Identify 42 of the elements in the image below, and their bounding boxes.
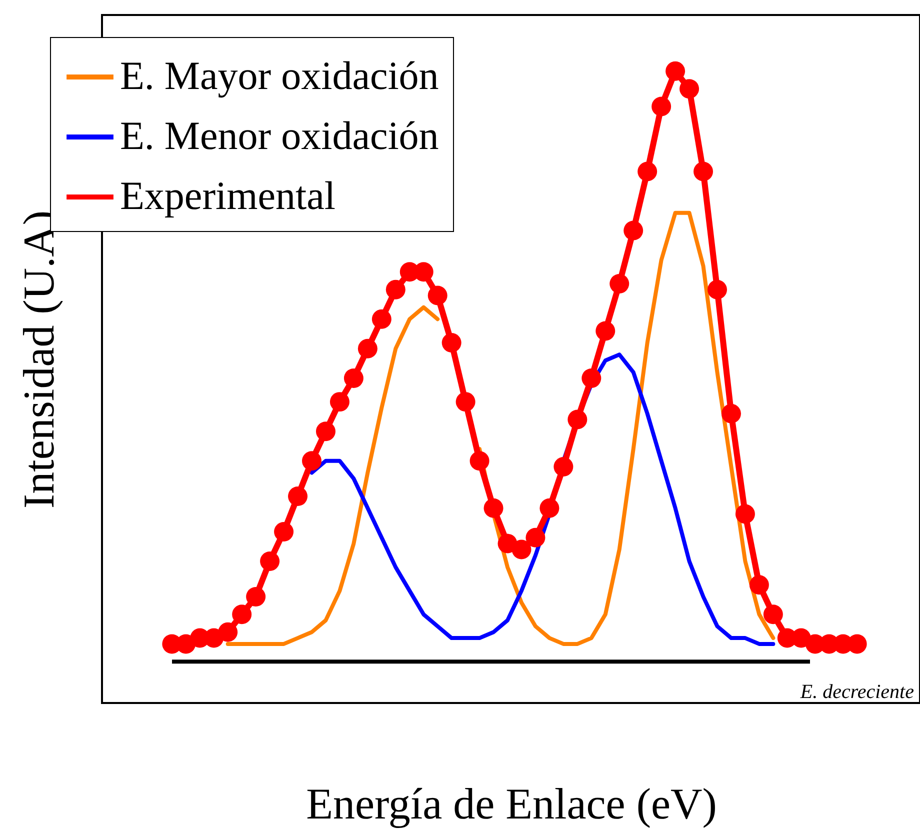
point: [554, 457, 574, 477]
point: [344, 368, 364, 388]
point: [316, 422, 336, 442]
point: [526, 528, 546, 548]
point: [470, 451, 490, 471]
point: [596, 321, 616, 341]
point: [456, 392, 476, 412]
point: [442, 333, 462, 352]
point: [708, 280, 727, 300]
point: [386, 280, 406, 300]
legend-label: Experimental: [120, 173, 336, 218]
point: [540, 498, 560, 518]
point: [274, 522, 294, 542]
point: [260, 552, 280, 571]
point: [568, 410, 588, 430]
point: [232, 604, 252, 624]
point: [484, 498, 504, 518]
legend-label: E. Mayor oxidación: [120, 53, 439, 98]
point: [428, 286, 448, 306]
legend-label: E. Menor oxidación: [120, 113, 439, 158]
point: [638, 162, 658, 182]
point: [512, 540, 532, 560]
point: [330, 392, 350, 412]
point: [666, 61, 686, 81]
point: [288, 486, 308, 506]
x-axis-title: Energía de Enlace (eV): [306, 780, 717, 828]
point: [610, 274, 630, 294]
point: [372, 309, 392, 329]
point: [721, 404, 741, 424]
text: E. decreciente: [799, 681, 914, 703]
point: [763, 604, 783, 624]
point: [735, 504, 755, 524]
point: [624, 220, 644, 240]
point: [680, 79, 700, 99]
point: [582, 368, 602, 388]
point: [652, 96, 672, 116]
point: [218, 622, 238, 642]
point: [694, 162, 714, 182]
point: [749, 575, 769, 595]
point: [358, 338, 378, 358]
point: [246, 586, 266, 606]
point: [302, 451, 322, 471]
